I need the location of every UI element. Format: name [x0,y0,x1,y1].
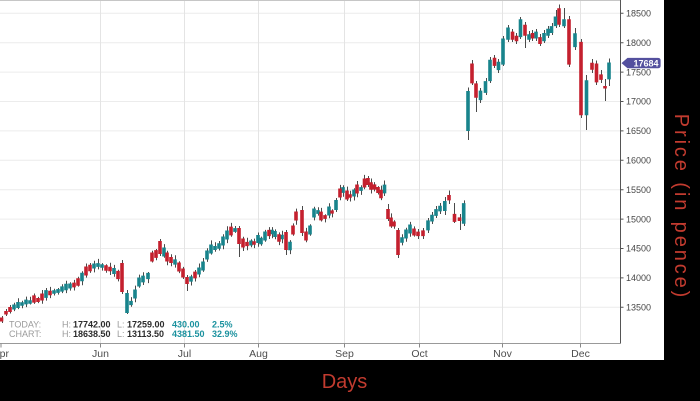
svg-text:430.00: 430.00 [172,320,200,330]
svg-text:Aug: Aug [249,348,268,360]
svg-text:TODAY:: TODAY: [9,320,41,330]
svg-text:CHART:: CHART: [9,329,41,339]
svg-text:Dec: Dec [571,348,590,360]
svg-text:pr: pr [0,348,9,360]
svg-text:17500: 17500 [626,67,651,77]
svg-text:14000: 14000 [626,273,651,283]
svg-text:Jul: Jul [178,348,191,360]
svg-text:L:: L: [117,329,125,339]
svg-text:Oct: Oct [411,348,427,360]
svg-text:2.5%: 2.5% [212,320,233,330]
svg-text:H:: H: [62,320,71,330]
svg-text:L:: L: [117,320,125,330]
svg-text:32.9%: 32.9% [212,329,238,339]
svg-text:H:: H: [62,329,71,339]
svg-text:Sep: Sep [335,348,354,360]
svg-text:13113.50: 13113.50 [127,329,164,339]
svg-text:15000: 15000 [626,214,651,224]
svg-text:Days: Days [322,371,368,393]
svg-text:18000: 18000 [626,38,651,48]
svg-text:15500: 15500 [626,185,651,195]
svg-text:16000: 16000 [626,156,651,166]
svg-text:17259.00: 17259.00 [127,320,165,330]
svg-text:16500: 16500 [626,126,651,136]
svg-text:13500: 13500 [626,303,651,313]
svg-text:14500: 14500 [626,244,651,254]
svg-text:17000: 17000 [626,97,651,107]
svg-text:Jun: Jun [92,348,109,360]
svg-text:4381.50: 4381.50 [172,329,205,339]
svg-text:18638.50: 18638.50 [73,329,111,339]
svg-text:17684: 17684 [633,58,658,68]
svg-text:17742.00: 17742.00 [73,320,111,330]
svg-text:18500: 18500 [626,9,651,19]
svg-text:Nov: Nov [493,348,512,360]
svg-text:Price (in pence): Price (in pence) [670,114,692,300]
